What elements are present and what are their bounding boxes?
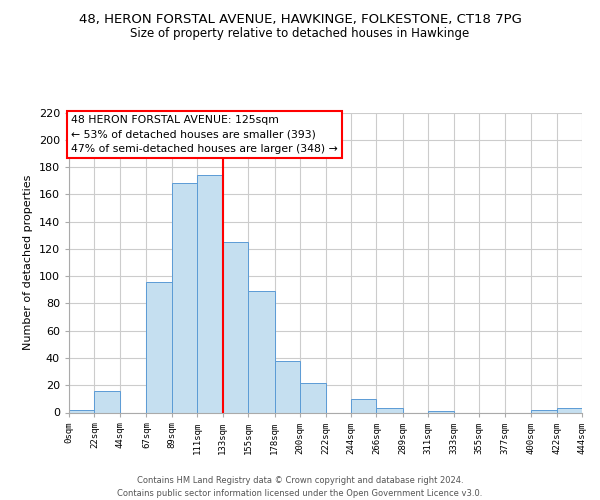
Bar (69, 410, 94, 412)
Text: Contains HM Land Registry data © Crown copyright and database right 2024.
Contai: Contains HM Land Registry data © Crown c… (118, 476, 482, 498)
Bar (531, 410, 557, 412)
Bar (275, 360, 300, 412)
Bar (428, 411, 454, 412)
Bar (223, 242, 248, 412)
Text: Size of property relative to detached houses in Hawkinge: Size of property relative to detached ho… (130, 28, 470, 40)
Bar (300, 382, 325, 412)
Bar (376, 408, 403, 412)
Bar (197, 175, 223, 412)
Bar (248, 291, 275, 412)
Bar (146, 282, 172, 412)
Text: 48 HERON FORSTAL AVENUE: 125sqm
← 53% of detached houses are smaller (393)
47% o: 48 HERON FORSTAL AVENUE: 125sqm ← 53% of… (71, 115, 338, 154)
Text: 48, HERON FORSTAL AVENUE, HAWKINGE, FOLKESTONE, CT18 7PG: 48, HERON FORSTAL AVENUE, HAWKINGE, FOLK… (79, 12, 521, 26)
Bar (351, 399, 376, 412)
Y-axis label: Number of detached properties: Number of detached properties (23, 175, 33, 350)
Bar (557, 408, 582, 412)
Bar (94, 390, 120, 412)
Bar (172, 184, 197, 412)
